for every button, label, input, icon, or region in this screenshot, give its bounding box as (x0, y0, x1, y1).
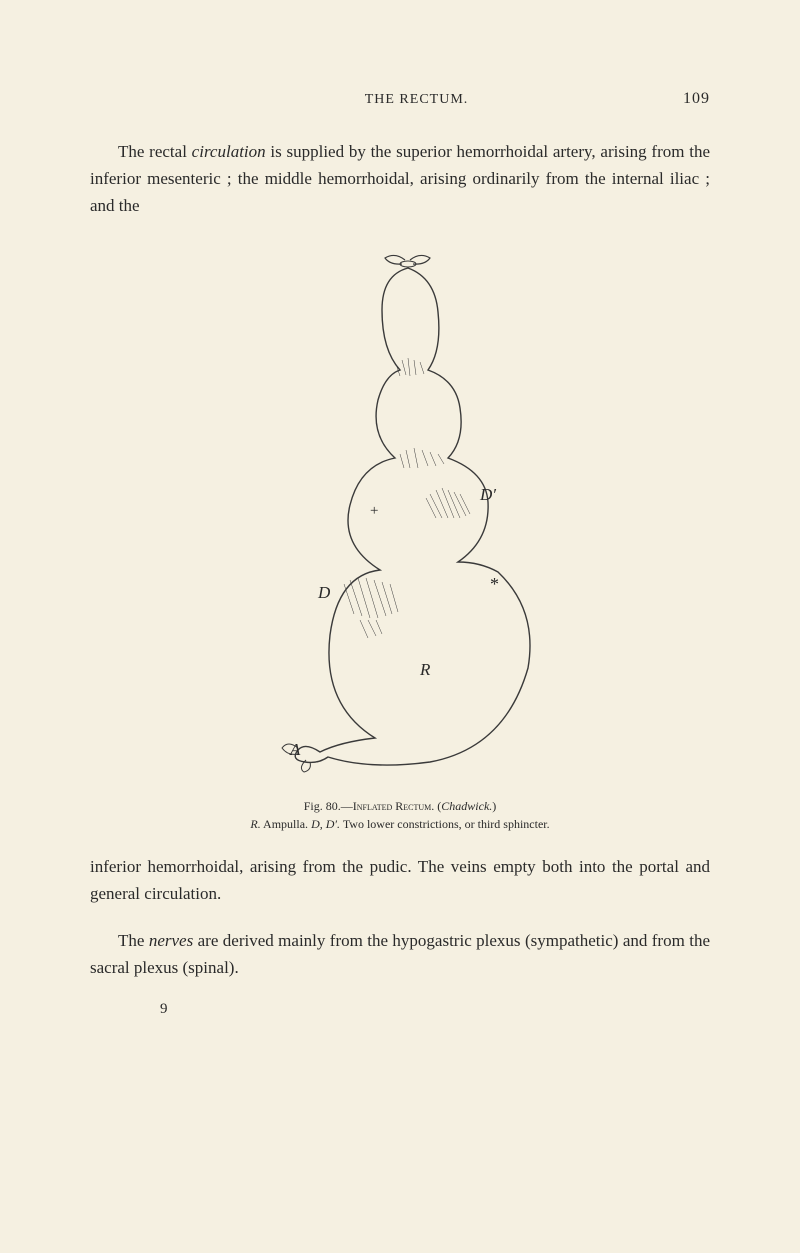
para1-em: circulation (192, 142, 266, 161)
caption-line-2: R. Ampulla. D, D′. Two lower constrictio… (90, 815, 710, 833)
hatch-mid (400, 448, 444, 468)
cap2-t1: Ampulla. (261, 817, 311, 831)
cap1-end: ) (492, 799, 496, 813)
label-d: D (317, 583, 331, 602)
page-header: THE RECTUM. 109 (90, 90, 710, 108)
para3-em: nerves (149, 931, 193, 950)
figure-svg: D′ D R A + * (210, 240, 590, 780)
mark-star: * (490, 574, 499, 594)
top-tie (385, 255, 430, 267)
signature-number: 9 (160, 1001, 710, 1018)
label-r: R (419, 660, 431, 679)
paragraph-1: The rectal circulation is supplied by th… (90, 138, 710, 220)
figure-caption: Fig. 80.—Inflated Rectum. (Chadwick.) R.… (90, 797, 710, 833)
cap2-em1: R. (250, 817, 260, 831)
cap1-pre: Fig. 80.— (304, 799, 353, 813)
rectum-outline (295, 268, 530, 765)
page-number: 109 (683, 90, 710, 108)
para1-pre: The rectal (118, 142, 192, 161)
hatch-dprime (426, 488, 470, 518)
para3-pre: The (118, 931, 149, 950)
cap2-em2: D, D′. (311, 817, 340, 831)
paragraph-3: The nerves are derived mainly from the h… (90, 927, 710, 981)
mark-plus: + (370, 503, 378, 519)
caption-line-1: Fig. 80.—Inflated Rectum. (Chadwick.) (90, 797, 710, 815)
cap2-t2: Two lower constrictions, or third sphinc… (340, 817, 550, 831)
hatch-top (396, 358, 424, 376)
hatch-d (344, 578, 398, 638)
figure-80: D′ D R A + * Fig. 80.—Inflated Rectum. (… (90, 240, 710, 833)
cap1-sc: Inflated Rectum. (353, 799, 435, 813)
label-a: A (289, 740, 301, 759)
running-title: THE RECTUM. (150, 92, 683, 108)
label-d-prime: D′ (479, 485, 496, 504)
cap1-em: Chadwick. (441, 799, 492, 813)
paragraph-2: inferior hemorrhoidal, arising from the … (90, 853, 710, 907)
